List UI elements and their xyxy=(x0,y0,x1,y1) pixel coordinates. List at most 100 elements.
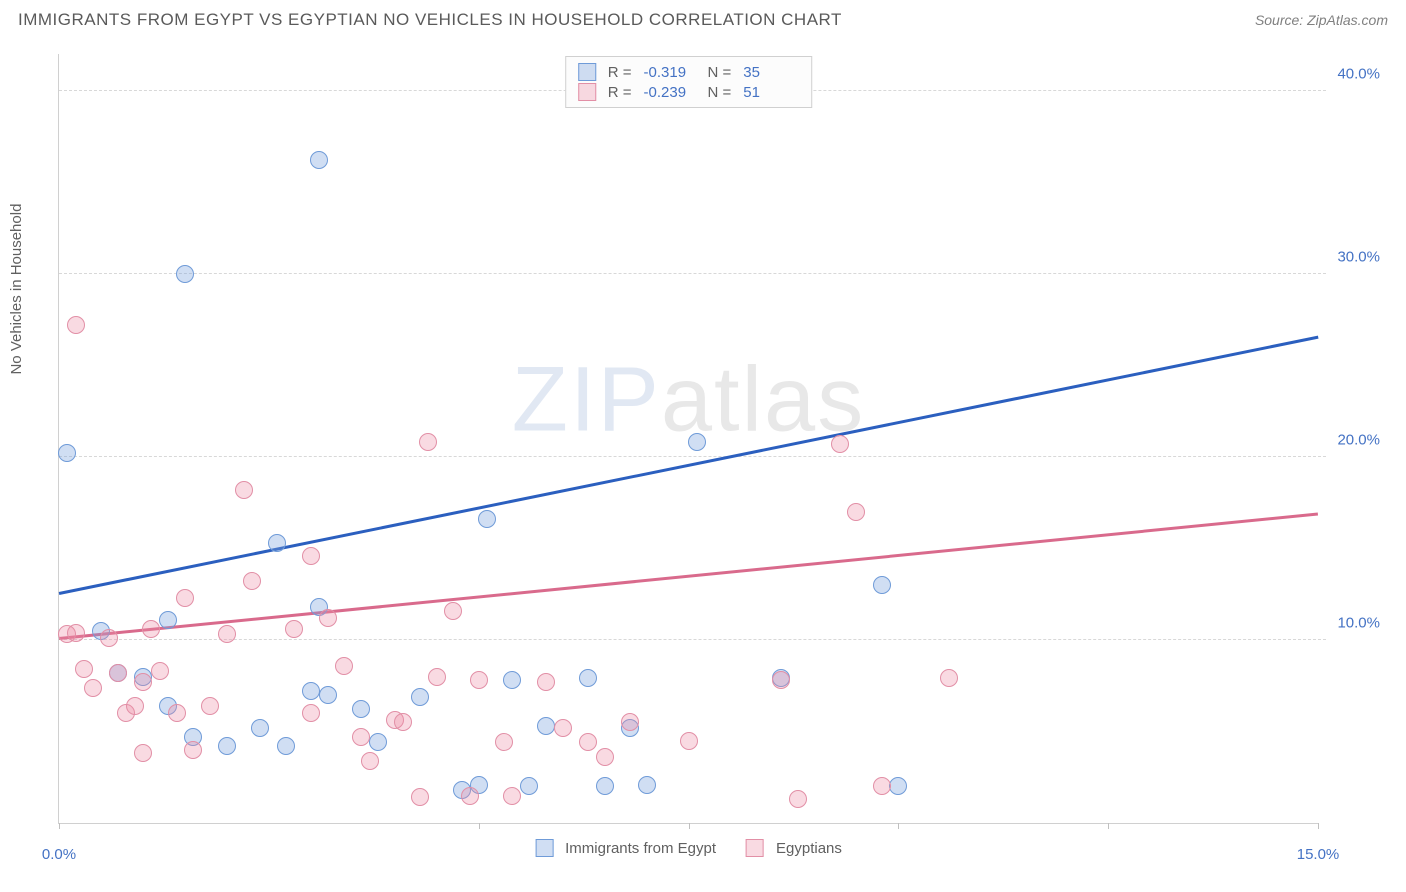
data-point-egyptians xyxy=(176,589,194,607)
y-tick-label: 20.0% xyxy=(1337,431,1380,448)
data-point-egyptians xyxy=(151,662,169,680)
chart-container: No Vehicles in Household ZIPatlas R = -0… xyxy=(18,46,1388,874)
x-tick-mark xyxy=(1108,823,1109,829)
data-point-egyptians xyxy=(109,664,127,682)
data-point-egyptians xyxy=(554,719,572,737)
data-point-immigrants xyxy=(92,622,110,640)
x-tick-label: 0.0% xyxy=(42,846,76,863)
data-point-immigrants xyxy=(159,697,177,715)
data-point-egyptians xyxy=(495,733,513,751)
y-tick-label: 40.0% xyxy=(1337,65,1380,82)
chart-header: IMMIGRANTS FROM EGYPT VS EGYPTIAN NO VEH… xyxy=(0,0,1406,38)
data-point-egyptians xyxy=(302,547,320,565)
data-point-egyptians xyxy=(680,732,698,750)
data-point-egyptians xyxy=(831,435,849,453)
legend-label-egyptians: Egyptians xyxy=(776,840,842,857)
data-point-egyptians xyxy=(58,625,76,643)
data-point-egyptians xyxy=(352,728,370,746)
source-credit: Source: ZipAtlas.com xyxy=(1255,12,1388,28)
data-point-immigrants xyxy=(109,664,127,682)
data-point-egyptians xyxy=(75,660,93,678)
data-point-immigrants xyxy=(277,737,295,755)
y-tick-label: 30.0% xyxy=(1337,248,1380,265)
data-point-egyptians xyxy=(411,788,429,806)
x-tick-mark xyxy=(689,823,690,829)
x-tick-mark xyxy=(479,823,480,829)
data-point-egyptians xyxy=(537,673,555,691)
data-point-immigrants xyxy=(621,719,639,737)
data-point-immigrants xyxy=(596,777,614,795)
legend-correlation: R = -0.319 N = 35 R = -0.239 N = 51 xyxy=(565,56,813,108)
data-point-immigrants xyxy=(218,737,236,755)
data-point-egyptians xyxy=(444,602,462,620)
n-value-egyptians: 51 xyxy=(743,84,799,101)
data-point-egyptians xyxy=(218,625,236,643)
data-point-immigrants xyxy=(453,781,471,799)
r-label: R = xyxy=(608,84,632,101)
data-point-immigrants xyxy=(176,265,194,283)
data-point-immigrants xyxy=(352,700,370,718)
data-point-immigrants xyxy=(688,433,706,451)
data-point-egyptians xyxy=(772,671,790,689)
swatch-immigrants-bottom xyxy=(535,839,553,857)
trendline-egyptians xyxy=(59,513,1318,640)
watermark: ZIPatlas xyxy=(512,348,865,453)
data-point-egyptians xyxy=(117,704,135,722)
swatch-egyptians-bottom xyxy=(746,839,764,857)
data-point-egyptians xyxy=(243,572,261,590)
data-point-immigrants xyxy=(638,776,656,794)
data-point-egyptians xyxy=(201,697,219,715)
data-point-egyptians xyxy=(873,777,891,795)
data-point-immigrants xyxy=(889,777,907,795)
y-axis-label: No Vehicles in Household xyxy=(8,204,25,375)
n-value-immigrants: 35 xyxy=(743,64,799,81)
r-value-egyptians: -0.239 xyxy=(644,84,700,101)
r-label: R = xyxy=(608,64,632,81)
data-point-immigrants xyxy=(134,668,152,686)
x-tick-label: 15.0% xyxy=(1297,846,1340,863)
data-point-immigrants xyxy=(503,671,521,689)
data-point-egyptians xyxy=(302,704,320,722)
x-tick-mark xyxy=(59,823,60,829)
data-point-egyptians xyxy=(789,790,807,808)
data-point-immigrants xyxy=(302,682,320,700)
data-point-egyptians xyxy=(579,733,597,751)
swatch-immigrants xyxy=(578,63,596,81)
data-point-egyptians xyxy=(940,669,958,687)
data-point-egyptians xyxy=(596,748,614,766)
watermark-part1: ZIP xyxy=(512,349,661,451)
data-point-egyptians xyxy=(503,787,521,805)
legend-row-immigrants: R = -0.319 N = 35 xyxy=(578,62,800,82)
data-point-immigrants xyxy=(478,510,496,528)
data-point-immigrants xyxy=(310,151,328,169)
swatch-egyptians xyxy=(578,83,596,101)
data-point-egyptians xyxy=(134,744,152,762)
data-point-immigrants xyxy=(520,777,538,795)
data-point-egyptians xyxy=(67,316,85,334)
data-point-egyptians xyxy=(285,620,303,638)
data-point-immigrants xyxy=(873,576,891,594)
data-point-immigrants xyxy=(369,733,387,751)
legend-series: Immigrants from Egypt Egyptians xyxy=(535,839,842,857)
data-point-immigrants xyxy=(319,686,337,704)
n-label: N = xyxy=(708,64,732,81)
gridline xyxy=(59,639,1326,640)
n-label: N = xyxy=(708,84,732,101)
legend-item-immigrants: Immigrants from Egypt xyxy=(535,839,716,857)
data-point-egyptians xyxy=(394,713,412,731)
data-point-egyptians xyxy=(621,713,639,731)
data-point-egyptians xyxy=(847,503,865,521)
legend-label-immigrants: Immigrants from Egypt xyxy=(565,840,716,857)
y-tick-label: 10.0% xyxy=(1337,614,1380,631)
legend-row-egyptians: R = -0.239 N = 51 xyxy=(578,82,800,102)
data-point-egyptians xyxy=(84,679,102,697)
data-point-immigrants xyxy=(411,688,429,706)
data-point-egyptians xyxy=(235,481,253,499)
data-point-immigrants xyxy=(251,719,269,737)
data-point-egyptians xyxy=(470,671,488,689)
data-point-egyptians xyxy=(168,704,186,722)
data-point-egyptians xyxy=(428,668,446,686)
plot-area: ZIPatlas R = -0.319 N = 35 R = -0.239 N … xyxy=(58,54,1318,824)
gridline xyxy=(59,273,1326,274)
data-point-egyptians xyxy=(386,711,404,729)
